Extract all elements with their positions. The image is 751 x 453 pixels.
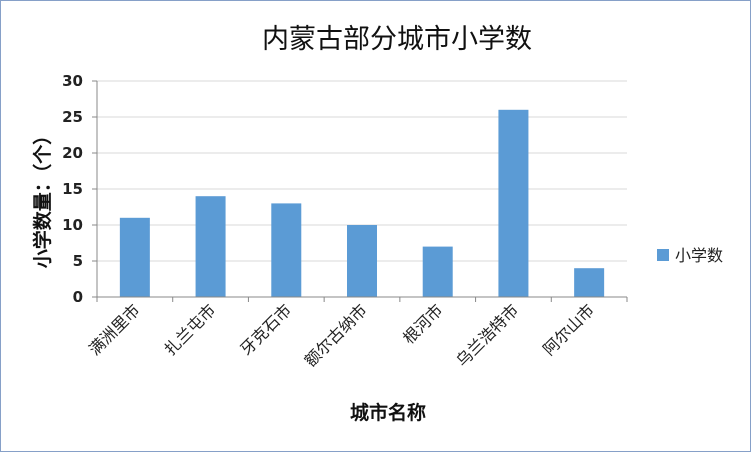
bar (498, 109, 529, 297)
y-tick-label: 5 (73, 252, 83, 270)
y-tick-label: 25 (62, 108, 83, 126)
x-tick-label: 额尔古纳市 (301, 300, 371, 370)
y-tick-label: 0 (73, 288, 83, 306)
bar (422, 246, 453, 297)
x-tick-label: 根河市 (399, 300, 446, 347)
x-tick-label: 阿尔山市 (539, 300, 598, 359)
axes (92, 80, 628, 302)
x-tick-labels: 满洲里市 扎兰屯市 牙克石市 额尔古纳市 根河市 乌兰浩特市 阿尔山市 (85, 300, 598, 370)
x-tick-label: 乌兰浩特市 (452, 300, 522, 370)
y-tick-label: 10 (62, 216, 83, 234)
legend: 小学数 (657, 246, 723, 265)
bar (271, 203, 302, 297)
bar (195, 196, 226, 297)
gridlines (97, 80, 627, 262)
bars (119, 109, 605, 297)
x-axis-title: 城市名称 (350, 401, 426, 424)
y-tick-labels: 0 5 10 15 20 25 30 (62, 72, 83, 306)
x-tick-label: 牙克石市 (236, 300, 295, 359)
y-tick-label: 20 (62, 144, 83, 162)
legend-label: 小学数 (675, 246, 723, 265)
x-tick-label: 扎兰屯市 (161, 300, 220, 359)
y-tick-label: 30 (62, 72, 83, 90)
chart-title: 内蒙古部分城市小学数 (262, 24, 532, 55)
bar (347, 225, 377, 297)
bar (574, 268, 605, 297)
bar (119, 217, 150, 297)
y-axis-title: 小学数量：（个） (31, 126, 54, 269)
x-tick-label: 满洲里市 (85, 300, 144, 359)
y-tick-label: 15 (62, 180, 83, 198)
legend-swatch (657, 249, 669, 261)
